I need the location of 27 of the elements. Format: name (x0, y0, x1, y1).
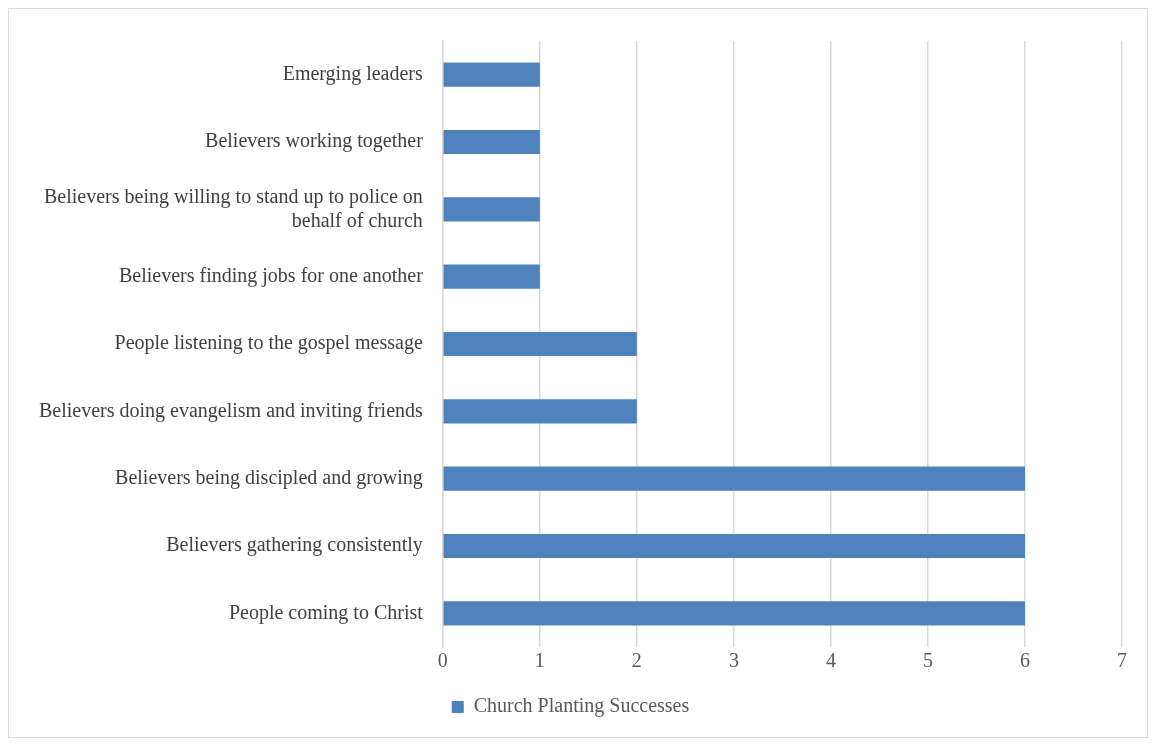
x-tick-label: 5 (922, 649, 933, 672)
bar (443, 466, 1025, 491)
x-tick-label: 3 (728, 649, 739, 672)
bar (443, 264, 540, 289)
legend-label: Church Planting Successes (473, 694, 690, 718)
y-tick-label: Believers being discipled and growing (115, 465, 423, 489)
bar (443, 62, 540, 87)
bar (443, 399, 637, 424)
y-tick-label: Believers gathering consistently (166, 533, 423, 557)
bar (443, 129, 540, 155)
x-tick-label: 7 (1117, 649, 1127, 672)
x-tick-label: 1 (534, 649, 545, 672)
y-tick-label: People coming to Christ (228, 600, 424, 624)
y-tick-label: Believers being willing to stand up to police on behalf of church (43, 184, 423, 231)
x-tick-label: 0 (437, 649, 448, 672)
y-tick-label: Believers working together (205, 129, 424, 153)
x-tick-label: 2 (631, 649, 642, 672)
y-tick-label: Believers finding jobs for one another (119, 263, 424, 287)
bar (443, 331, 637, 357)
bar (443, 533, 1025, 559)
x-tick-label: 6 (1019, 649, 1030, 672)
bar (443, 197, 540, 222)
y-tick-label: Emerging leaders (282, 61, 424, 85)
x-tick-label: 4 (825, 649, 836, 672)
bar (443, 601, 1025, 626)
y-tick-label: People listening to the gospel message (114, 331, 423, 355)
y-tick-label: Believers doing evangelism and inviting friends (39, 398, 424, 422)
